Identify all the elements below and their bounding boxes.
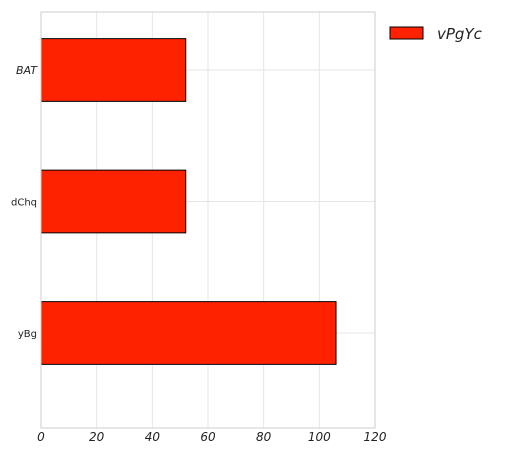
x-tick-label: 100 [308, 430, 331, 444]
bar [40, 301, 337, 365]
legend: vPgYc [389, 25, 483, 43]
legend-label: vPgYc [437, 25, 483, 43]
plot-frame [40, 11, 376, 429]
x-tick-label: 40 [145, 430, 161, 444]
bar [40, 38, 187, 102]
x-tick-label: 60 [200, 430, 216, 444]
y-axis-ticks: BAT dChq yBg [11, 64, 38, 340]
y-tick-label: BAT [16, 64, 38, 77]
x-tick-label: 20 [89, 430, 105, 444]
bar [40, 169, 187, 234]
x-tick-label: 80 [256, 430, 272, 444]
y-tick-label: yBg [18, 329, 37, 340]
x-tick-label: 120 [364, 430, 387, 444]
legend-swatch [389, 26, 424, 40]
x-axis-ticks: 0 20 40 60 80 100 120 [37, 430, 387, 444]
y-tick-label: dChq [11, 198, 37, 209]
x-tick-label: 0 [37, 430, 45, 444]
